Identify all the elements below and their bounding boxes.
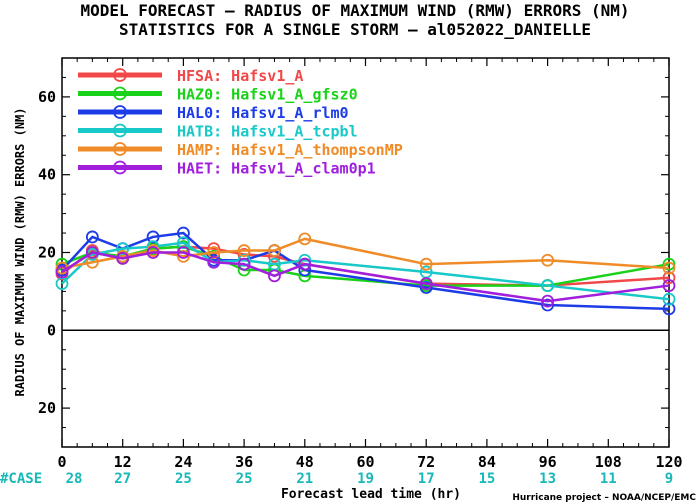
y-tick-label: 40 [38,166,56,184]
case-count: 13 [539,471,556,487]
data-point [419,277,433,291]
data-point [419,257,433,271]
data-point [298,257,312,271]
data-point [662,292,676,306]
x-tick-label: 48 [296,453,314,471]
x-tick-label: 108 [595,453,622,471]
chart-subtitle: STATISTICS FOR A SINGLE STORM – al052022… [119,20,591,39]
data-point [207,246,221,259]
data-point [662,302,676,316]
case-counts: 28 27 25 25 21 19 17 15 13 11 9 [66,471,674,487]
data-point [176,226,190,240]
case-count: 27 [114,471,131,487]
case-count: 25 [175,471,192,487]
data-point [237,244,251,257]
data-point [176,249,190,263]
x-axis-ticks: 0 12 24 36 48 60 72 84 96 108 120 [57,58,683,471]
case-count: 21 [296,471,313,487]
x-tick-label: 96 [539,453,557,471]
data-point [55,265,69,279]
legend-label: HAMP: Hafsv1_A_thompsonMP [177,141,403,159]
data-point [146,230,160,244]
y-tick-label: 20 [38,244,56,262]
legend-label: HAZ0: Hafsv1_A_gfsz0 [177,86,358,104]
data-point [662,279,676,292]
data-point [85,246,99,259]
legend-marker [113,123,127,138]
x-tick-label: 24 [174,453,192,471]
legend-label: HFSA: Hafsv1_A [177,67,303,85]
data-point [662,271,676,285]
data-point [85,230,99,244]
data-point [541,279,554,292]
y-tick-label: 60 [38,88,56,106]
legend-item: HATB: Hafsv1_A_tcpbl [78,123,358,141]
data-point [146,246,160,259]
data-point [541,298,554,312]
legend-marker [113,160,127,175]
data-point [419,281,433,294]
x-tick-label: 120 [655,453,682,471]
case-count: 9 [665,471,673,487]
data-point [298,232,312,246]
data-point [85,255,99,269]
data-point [268,269,281,283]
data-point [237,253,251,267]
x-axis-label: Forecast lead time (hr) [281,487,461,502]
legend-item: HAET: Hafsv1_A_clam0p1 [78,160,376,178]
x-tick-label: 60 [356,453,374,471]
legend-label: HATB: Hafsv1_A_tcpbl [177,123,358,141]
legend-marker [113,105,127,119]
data-point [116,242,130,256]
case-count: 28 [66,471,83,487]
data-point [662,257,676,271]
chart-title: MODEL FORECAST – RADIUS OF MAXIMUM WIND … [80,1,629,20]
x-tick-label: 84 [478,453,496,471]
case-count: 11 [600,471,617,487]
case-count: 19 [357,471,374,487]
x-tick-label: 36 [235,453,253,471]
credit-text: Hurricane project – NOAA/NCEP/EMC [512,493,696,503]
legend-item: HAZ0: Hafsv1_A_gfsz0 [78,86,358,104]
x-tick-label: 72 [417,453,435,471]
data-point [541,294,554,308]
legend-item: HFSA: Hafsv1_A [78,67,303,85]
y-axis-label: RADIUS OF MAXIMUM WIND (RMW) ERRORS (NM) [13,108,27,397]
legend-label: HAL0: Hafsv1_A_rlm0 [177,104,349,122]
data-point [116,251,130,265]
legend-label: HAET: Hafsv1_A_clam0p1 [177,160,376,178]
data-point [541,253,554,267]
data-point [268,244,281,257]
case-label: #CASE [0,471,42,487]
x-tick-label: 0 [57,453,66,471]
legend-item: HAMP: Hafsv1_A_thompsonMP [78,141,403,159]
legend-item: HAL0: Hafsv1_A_rlm0 [78,104,349,122]
data-point [207,255,221,269]
case-count: 17 [418,471,435,487]
data-point [176,236,190,250]
series-path [61,251,670,303]
case-count: 15 [478,471,495,487]
case-count: 25 [236,471,253,487]
series-lines [55,226,676,316]
data-point [237,257,251,271]
data-point [298,253,312,267]
legend-marker [113,86,127,101]
x-tick-label: 12 [114,453,132,471]
y-axis-ticks: 20 0 20 40 60 [38,57,669,448]
y-tick-label: 20 [38,399,56,417]
series-line [55,246,676,308]
y-tick-label: 0 [47,321,56,339]
legend-marker [113,142,127,156]
data-point [176,246,190,259]
data-point [662,261,676,275]
legend-marker [113,68,127,82]
series-line [55,226,676,316]
